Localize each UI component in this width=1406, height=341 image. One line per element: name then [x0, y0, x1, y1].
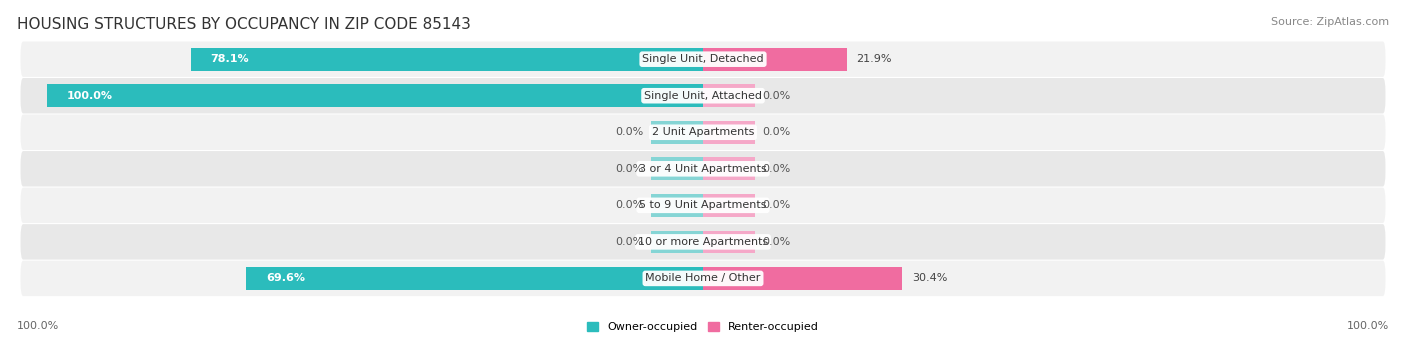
Text: 0.0%: 0.0%	[762, 164, 790, 174]
Text: 0.0%: 0.0%	[762, 237, 790, 247]
FancyBboxPatch shape	[21, 261, 1385, 296]
Bar	[246, 267, 703, 290]
Bar	[191, 48, 703, 71]
Bar	[651, 231, 703, 253]
Text: 5 to 9 Unit Apartments: 5 to 9 Unit Apartments	[640, 200, 766, 210]
FancyBboxPatch shape	[21, 115, 1385, 150]
FancyBboxPatch shape	[21, 42, 1385, 77]
Text: 100.0%: 100.0%	[66, 91, 112, 101]
Bar	[703, 267, 903, 290]
Text: Single Unit, Attached: Single Unit, Attached	[644, 91, 762, 101]
Bar	[703, 194, 755, 217]
Bar	[651, 158, 703, 180]
Text: 10 or more Apartments: 10 or more Apartments	[638, 237, 768, 247]
Text: 21.9%: 21.9%	[856, 54, 891, 64]
Text: Single Unit, Detached: Single Unit, Detached	[643, 54, 763, 64]
Text: 0.0%: 0.0%	[616, 164, 644, 174]
Legend: Owner-occupied, Renter-occupied: Owner-occupied, Renter-occupied	[586, 322, 820, 332]
Bar	[651, 121, 703, 144]
Bar	[703, 158, 755, 180]
Text: 69.6%: 69.6%	[266, 273, 305, 283]
Text: 100.0%: 100.0%	[1347, 321, 1389, 331]
Bar	[651, 194, 703, 217]
Text: Mobile Home / Other: Mobile Home / Other	[645, 273, 761, 283]
FancyBboxPatch shape	[21, 224, 1385, 260]
Text: 3 or 4 Unit Apartments: 3 or 4 Unit Apartments	[640, 164, 766, 174]
Text: 0.0%: 0.0%	[616, 200, 644, 210]
Bar	[703, 85, 755, 107]
Text: 78.1%: 78.1%	[211, 54, 249, 64]
FancyBboxPatch shape	[21, 188, 1385, 223]
Text: Source: ZipAtlas.com: Source: ZipAtlas.com	[1271, 17, 1389, 27]
Bar	[703, 231, 755, 253]
Text: 0.0%: 0.0%	[616, 237, 644, 247]
Text: 2 Unit Apartments: 2 Unit Apartments	[652, 127, 754, 137]
Text: 100.0%: 100.0%	[17, 321, 59, 331]
Bar	[46, 85, 703, 107]
Text: 0.0%: 0.0%	[762, 91, 790, 101]
Bar	[703, 121, 755, 144]
FancyBboxPatch shape	[21, 78, 1385, 114]
Bar	[703, 48, 846, 71]
Text: 30.4%: 30.4%	[912, 273, 948, 283]
Text: HOUSING STRUCTURES BY OCCUPANCY IN ZIP CODE 85143: HOUSING STRUCTURES BY OCCUPANCY IN ZIP C…	[17, 17, 471, 32]
Text: 0.0%: 0.0%	[762, 200, 790, 210]
Text: 0.0%: 0.0%	[762, 127, 790, 137]
Text: 0.0%: 0.0%	[616, 127, 644, 137]
FancyBboxPatch shape	[21, 151, 1385, 187]
